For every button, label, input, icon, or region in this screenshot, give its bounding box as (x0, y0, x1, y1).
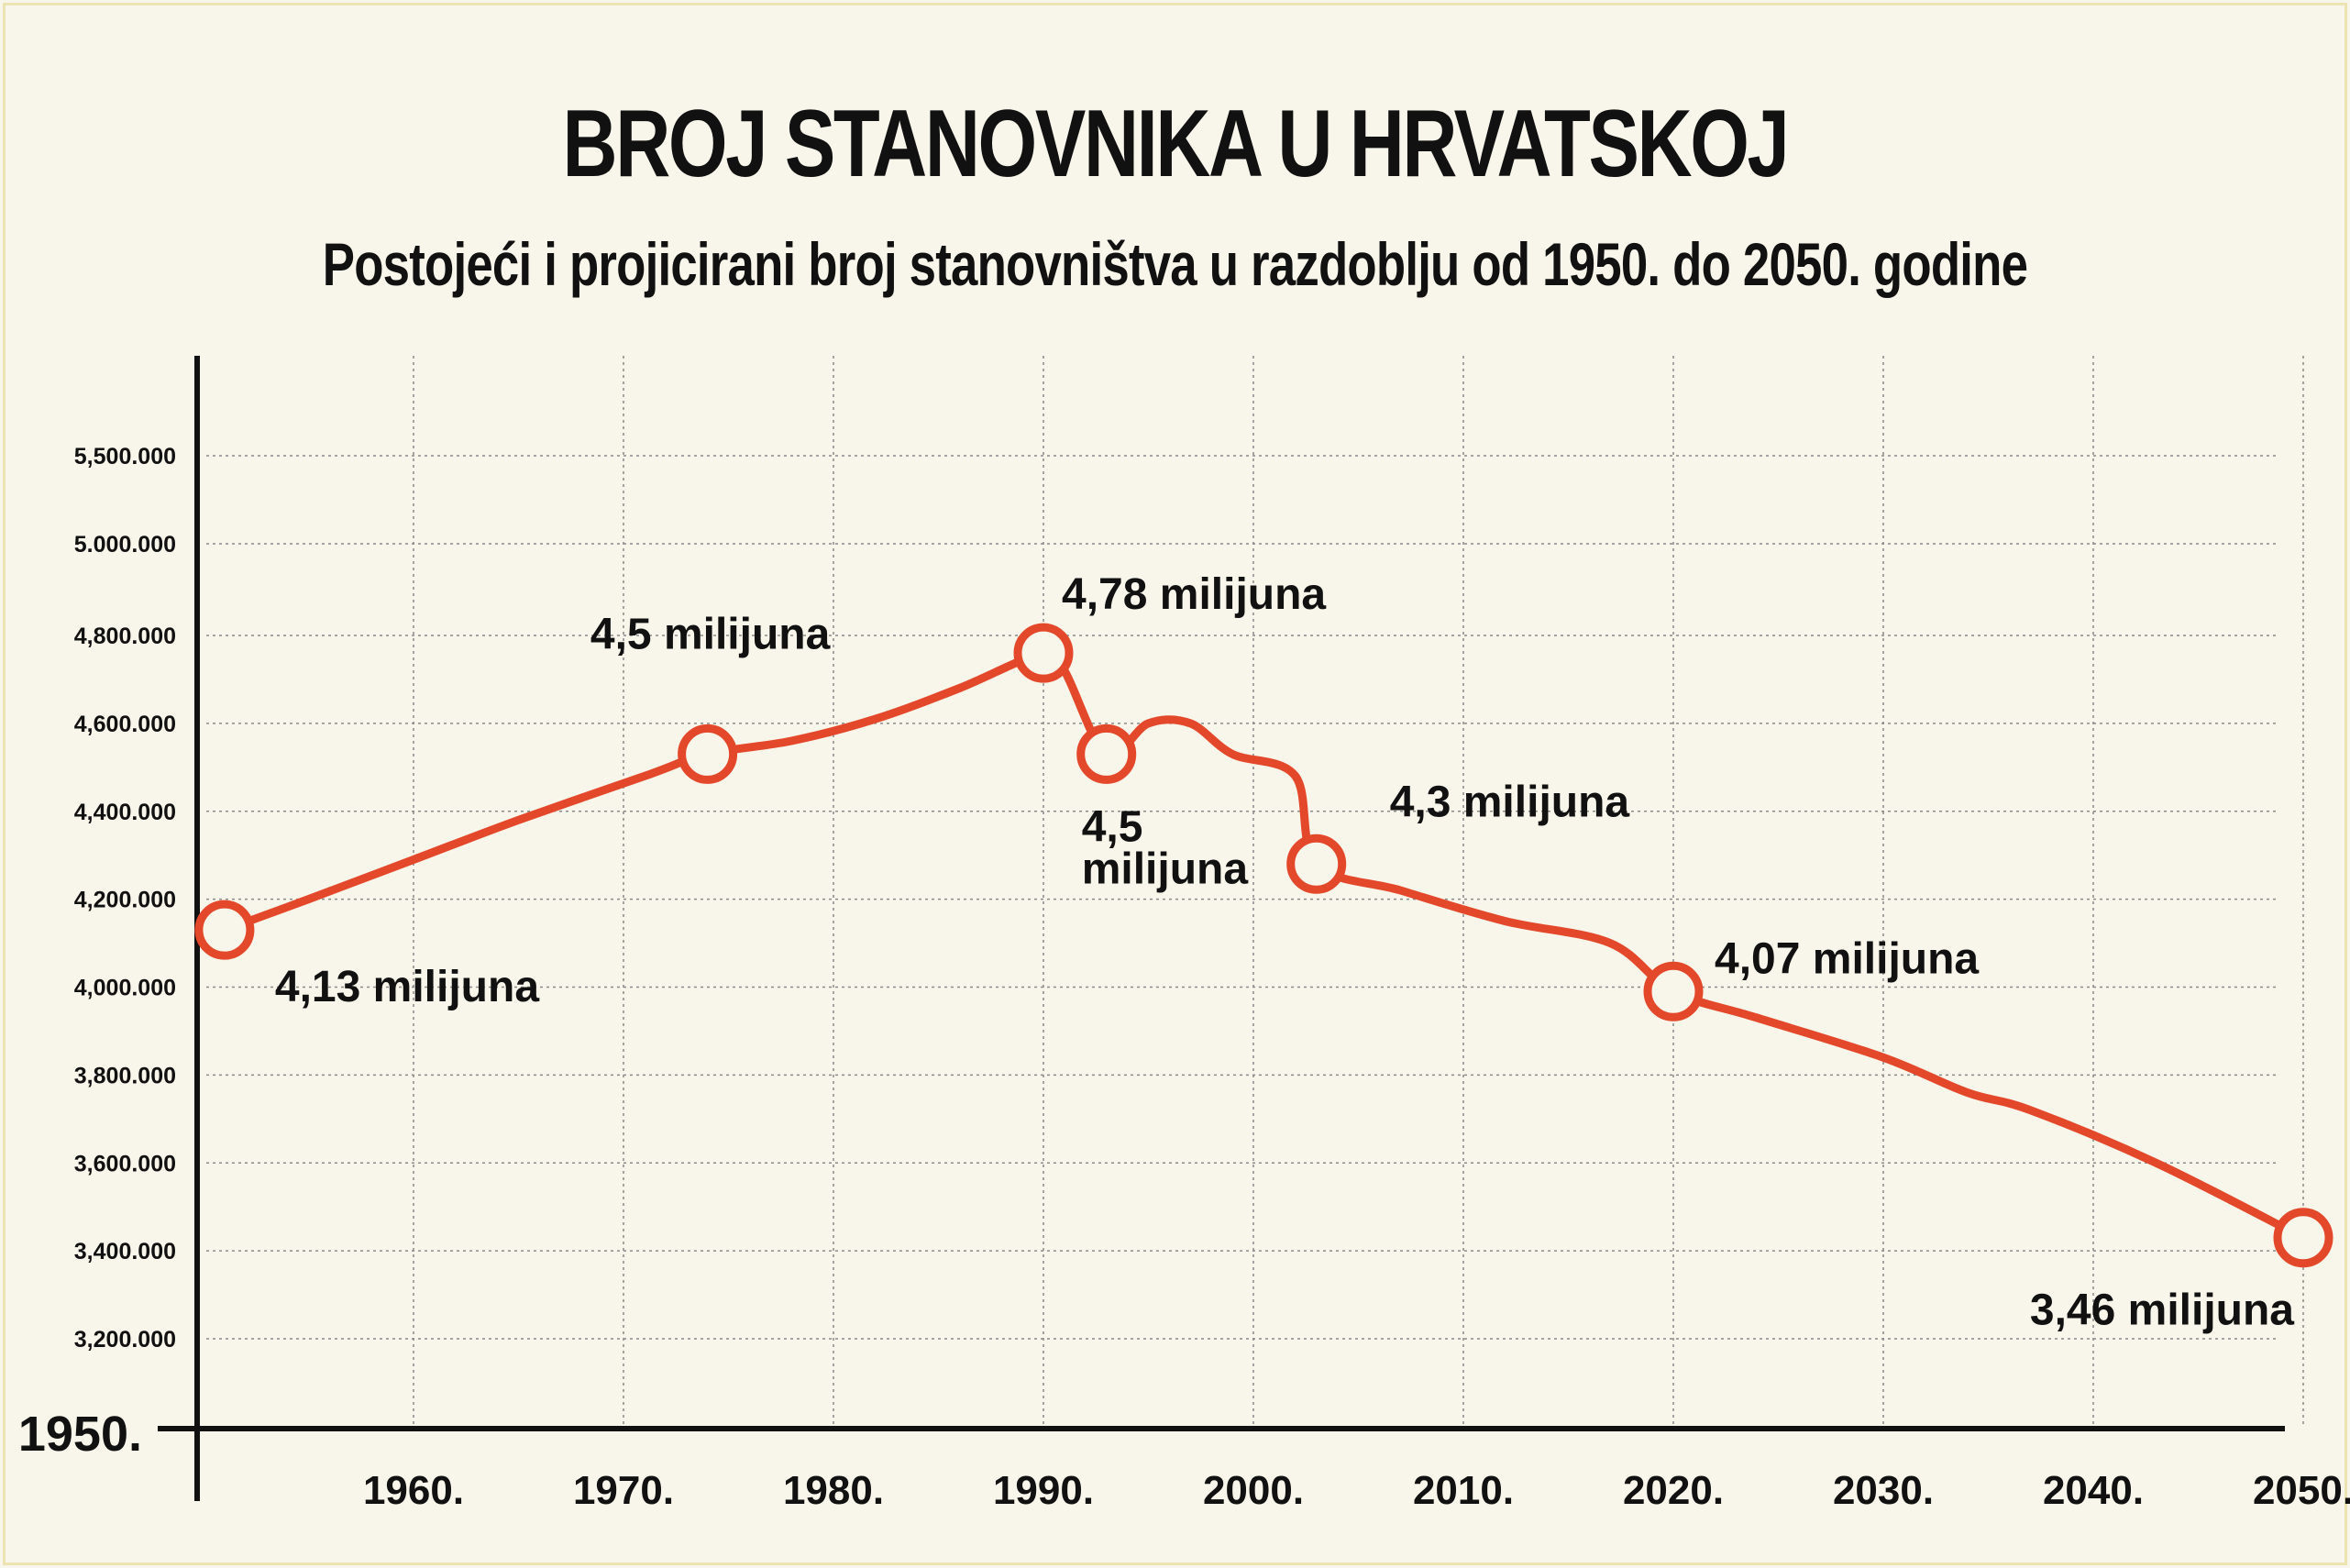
data-labels: 4,13 milijuna 4,5 milijuna 4,78 milijuna 4,… (275, 570, 2294, 1335)
markers (194, 623, 2333, 1268)
series-line (220, 647, 2308, 1242)
y-tick-label: 4,600.000 (74, 712, 176, 737)
data-label: 3,46 milijuna (2030, 1286, 2294, 1335)
grid (206, 356, 2304, 1426)
y-tick-label: 3,400.000 (74, 1239, 176, 1264)
y-tick-label: 5.000.000 (74, 532, 176, 558)
x-tick-labels: 1960. 1970. 1980. 1990. 2000. 2010. 2020. 2030.… (363, 1468, 2350, 1513)
y-tick-label: 4,800.000 (74, 624, 176, 649)
data-point-marker (678, 723, 738, 784)
x-tick-label: 2020. (1623, 1468, 1724, 1513)
y-tick-label: 3,800.000 (74, 1063, 176, 1088)
x-tick-label: 2030. (1833, 1468, 1934, 1513)
data-label: 4,13 milijuna (275, 963, 539, 1011)
y-tick-label: 4,000.000 (74, 976, 176, 1001)
y-tick-label: 4,200.000 (74, 888, 176, 913)
y-tick-labels: 3,200.000 3,400.000 3,600.000 3,800.000 4,00… (74, 444, 176, 1353)
data-label: 4,5 milijuna (590, 610, 831, 658)
x-tick-label: 2000. (1203, 1468, 1304, 1513)
data-label: 4,07 milijuna (1715, 934, 1979, 983)
data-point-marker (194, 900, 255, 960)
x-tick-label: 1980. (783, 1468, 884, 1513)
data-point-marker (1643, 961, 1704, 1021)
x-tick-label: 2050. (2253, 1468, 2350, 1513)
origin-label: 1950. (18, 1407, 142, 1462)
y-tick-label: 5,500.000 (74, 444, 176, 469)
axes (158, 356, 2285, 1501)
data-label: 4,5 milijuna (1082, 802, 1249, 893)
data-label: 4,3 milijuna (1390, 778, 1630, 826)
y-tick-label: 3,600.000 (74, 1151, 176, 1176)
chart-frame (3, 3, 2347, 1565)
x-tick-label: 1990. (993, 1468, 1094, 1513)
chart-title: BROJ STANOVNIKA U HRVATSKOJ (562, 91, 1790, 197)
chart-subtitle: Postojeći i projicirani broj stanovništv… (322, 230, 2028, 298)
data-point-marker (1013, 623, 1074, 683)
y-tick-label: 4,400.000 (74, 800, 176, 825)
data-point-marker (1076, 723, 1137, 784)
data-label: 4,78 milijuna (1062, 570, 1326, 619)
x-tick-label: 2040. (2043, 1468, 2144, 1513)
y-tick-label: 3,200.000 (74, 1327, 176, 1353)
x-tick-label: 1970. (573, 1468, 674, 1513)
data-point-marker (2273, 1208, 2333, 1268)
x-tick-label: 1960. (363, 1468, 464, 1513)
data-point-marker (1286, 834, 1347, 894)
x-tick-label: 2010. (1413, 1468, 1514, 1513)
